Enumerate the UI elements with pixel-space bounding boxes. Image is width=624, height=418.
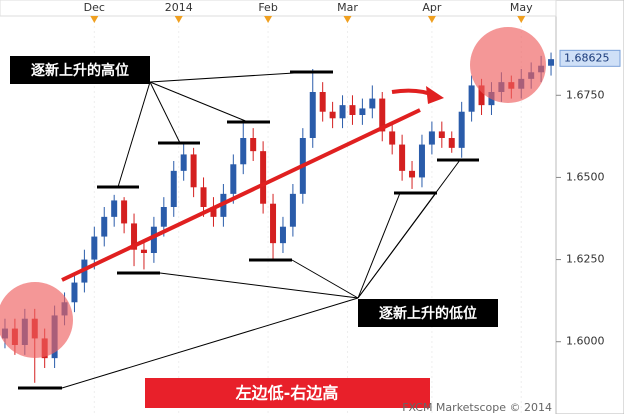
price-axis [555, 0, 624, 415]
last-price-label: 1.68625 [564, 51, 610, 64]
candle-body [329, 111, 336, 119]
candle-body [160, 207, 167, 227]
candle-body [389, 131, 396, 145]
last-price-box [559, 49, 621, 67]
candle-body [270, 203, 277, 244]
candle-body [140, 249, 147, 253]
banner-text: 左边低-右边高 [235, 384, 339, 403]
candle-body [210, 207, 217, 217]
candle-body [319, 92, 326, 112]
highlight-circle [0, 282, 73, 358]
y-tick-label: 1.6000 [566, 335, 605, 348]
candle-body [548, 59, 555, 66]
x-tick-label: Mar [337, 1, 358, 14]
highs-label: 逐新上升的高位 [31, 62, 129, 79]
candle-body [359, 108, 366, 115]
candle-body [150, 226, 157, 253]
y-tick-label: 1.6500 [566, 170, 605, 183]
candle-body [101, 216, 108, 237]
month-marker [427, 16, 436, 23]
candle-body [250, 138, 257, 152]
highlight-circle [470, 27, 546, 103]
label-box [10, 56, 150, 84]
label-box [358, 299, 498, 327]
candle-body [409, 170, 416, 178]
candle-body [349, 105, 356, 115]
annotation-layer: 逐新上升的高位 逐新上升的低位 左边低-右边高 FXCM Marketscope… [0, 27, 552, 414]
candle-body [399, 144, 406, 171]
candle-body [279, 226, 286, 244]
candle-body [339, 105, 346, 119]
candle-body [71, 282, 78, 303]
candle-body [240, 138, 247, 165]
candle-body [428, 131, 435, 145]
lows-label: 逐新上升的低位 [379, 305, 477, 322]
banner-box [145, 378, 430, 408]
y-tick-label: 1.6750 [566, 88, 605, 101]
candle-body [448, 138, 455, 148]
credit: FXCM Marketscope © 2014 [402, 401, 552, 414]
candle-body [111, 200, 118, 217]
month-marker [517, 16, 526, 23]
x-tick-label: Dec [84, 1, 105, 14]
trend-line [61, 108, 421, 282]
x-tick-label: Feb [258, 1, 277, 14]
candle-body [131, 223, 138, 250]
candle-body [468, 85, 475, 112]
candle-body [478, 85, 485, 106]
candle-body [91, 236, 98, 260]
candle-body [230, 164, 237, 194]
candle-body [458, 111, 465, 148]
date-axis [0, 0, 557, 17]
candle-body [309, 92, 316, 138]
candle-body [379, 98, 386, 132]
month-marker [90, 16, 99, 23]
candle-body [200, 187, 207, 207]
candle-body [369, 98, 376, 109]
x-tick-label: May [510, 1, 533, 14]
candle-body [190, 154, 197, 188]
candle-body [438, 131, 445, 138]
candle-body [121, 200, 128, 224]
level-bars [18, 70, 479, 390]
x-tick-label: 2014 [165, 1, 193, 14]
x-tick-label: Apr [422, 1, 442, 14]
connector-lines [61, 71, 461, 389]
candle-body [418, 144, 425, 178]
candle-body [180, 154, 187, 171]
candle-body [289, 193, 296, 227]
candle-body [170, 170, 177, 207]
month-marker [264, 16, 273, 23]
arrow-head [426, 86, 444, 104]
month-marker [343, 16, 352, 23]
y-tick-label: 1.6250 [566, 253, 605, 266]
candle-body [260, 151, 267, 204]
month-marker [174, 16, 183, 23]
